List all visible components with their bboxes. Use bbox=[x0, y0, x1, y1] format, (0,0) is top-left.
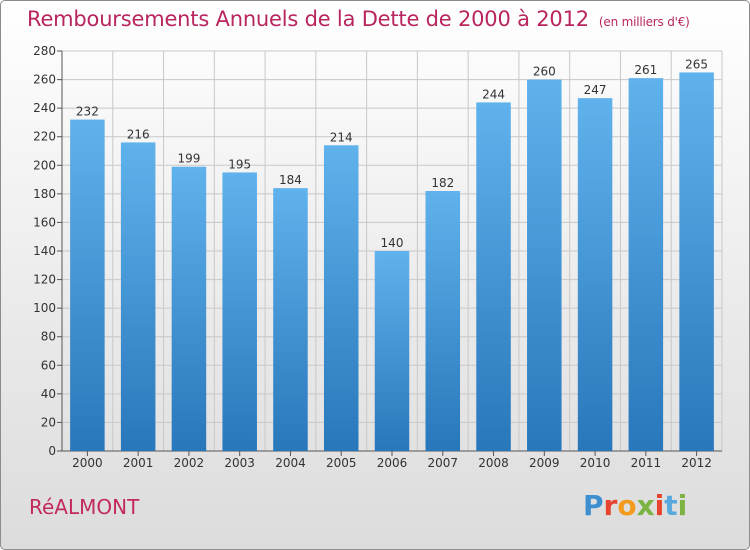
chart-subtitle: (en milliers d'€) bbox=[598, 15, 690, 29]
proxiti-logo[interactable]: Proxiti bbox=[583, 489, 687, 522]
data-label: 195 bbox=[228, 157, 251, 171]
x-tick-label: 2008 bbox=[478, 456, 509, 470]
data-label: 244 bbox=[482, 87, 505, 101]
x-tick-label: 2004 bbox=[275, 456, 306, 470]
y-tick-label: 200 bbox=[33, 158, 56, 172]
y-tick-label: 0 bbox=[48, 444, 56, 458]
data-label: 140 bbox=[381, 236, 404, 250]
chart-title: Remboursements Annuels de la Dette de 20… bbox=[27, 7, 690, 31]
bar bbox=[628, 78, 664, 452]
labels: 2000 232 2001 216 2002 199 2003 195 2004 184 2005 2… bbox=[72, 57, 712, 470]
x-tick-label: 2011 bbox=[631, 456, 662, 470]
x-tick-label: 2009 bbox=[529, 456, 560, 470]
bar bbox=[679, 72, 714, 451]
y-tick-label: 120 bbox=[33, 273, 56, 287]
bar bbox=[374, 251, 410, 451]
bar bbox=[323, 145, 359, 452]
y-tick-label: 220 bbox=[33, 130, 56, 144]
data-label: 216 bbox=[127, 127, 150, 141]
data-label: 265 bbox=[685, 57, 708, 71]
bar bbox=[273, 188, 308, 451]
y-tick-label: 140 bbox=[33, 244, 56, 258]
y-tick-label: 80 bbox=[41, 330, 56, 344]
bar bbox=[222, 172, 257, 451]
y-tick-label: 40 bbox=[41, 387, 56, 401]
data-label: 247 bbox=[584, 83, 607, 97]
bar bbox=[70, 119, 105, 452]
logo-letter: x bbox=[636, 489, 655, 522]
y-tick-label: 180 bbox=[33, 187, 56, 201]
y-tick-label: 60 bbox=[41, 358, 56, 372]
y-tick-label: 160 bbox=[33, 215, 56, 229]
x-tick-label: 2003 bbox=[224, 456, 255, 470]
data-label: 260 bbox=[533, 65, 556, 79]
bar bbox=[527, 79, 562, 452]
x-tick-label: 2001 bbox=[123, 456, 154, 470]
logo-letter: r bbox=[603, 489, 618, 522]
bar bbox=[120, 142, 156, 451]
bars bbox=[70, 72, 714, 452]
data-label: 214 bbox=[330, 130, 353, 144]
logo-letter: i bbox=[654, 489, 665, 522]
x-tick-label: 2007 bbox=[427, 456, 458, 470]
y-tick-label: 240 bbox=[33, 101, 56, 115]
y-tick-label: 280 bbox=[33, 44, 56, 58]
x-tick-label: 2005 bbox=[326, 456, 357, 470]
logo-letter: t bbox=[664, 489, 678, 522]
y-tick-label: 100 bbox=[33, 301, 56, 315]
data-label: 261 bbox=[634, 63, 657, 77]
bar bbox=[577, 98, 613, 452]
y-tick-label: 260 bbox=[33, 73, 56, 87]
data-label: 182 bbox=[431, 176, 454, 190]
x-tick-label: 2002 bbox=[174, 456, 205, 470]
bar bbox=[476, 102, 511, 451]
bar bbox=[171, 166, 207, 451]
bar bbox=[425, 191, 461, 451]
data-label: 184 bbox=[279, 173, 302, 187]
city-name: RéALMONT bbox=[29, 495, 140, 519]
data-label: 232 bbox=[76, 105, 99, 119]
logo-letter: i bbox=[677, 489, 688, 522]
x-tick-label: 2006 bbox=[377, 456, 408, 470]
x-tick-label: 2012 bbox=[681, 456, 712, 470]
x-tick-label: 2000 bbox=[72, 456, 103, 470]
logo-letter: P bbox=[583, 489, 604, 522]
y-tick-label: 20 bbox=[41, 415, 56, 429]
logo-letter: o bbox=[617, 489, 637, 522]
chart-title-text: Remboursements Annuels de la Dette de 20… bbox=[27, 7, 589, 31]
data-label: 199 bbox=[177, 152, 200, 166]
x-tick-label: 2010 bbox=[580, 456, 611, 470]
